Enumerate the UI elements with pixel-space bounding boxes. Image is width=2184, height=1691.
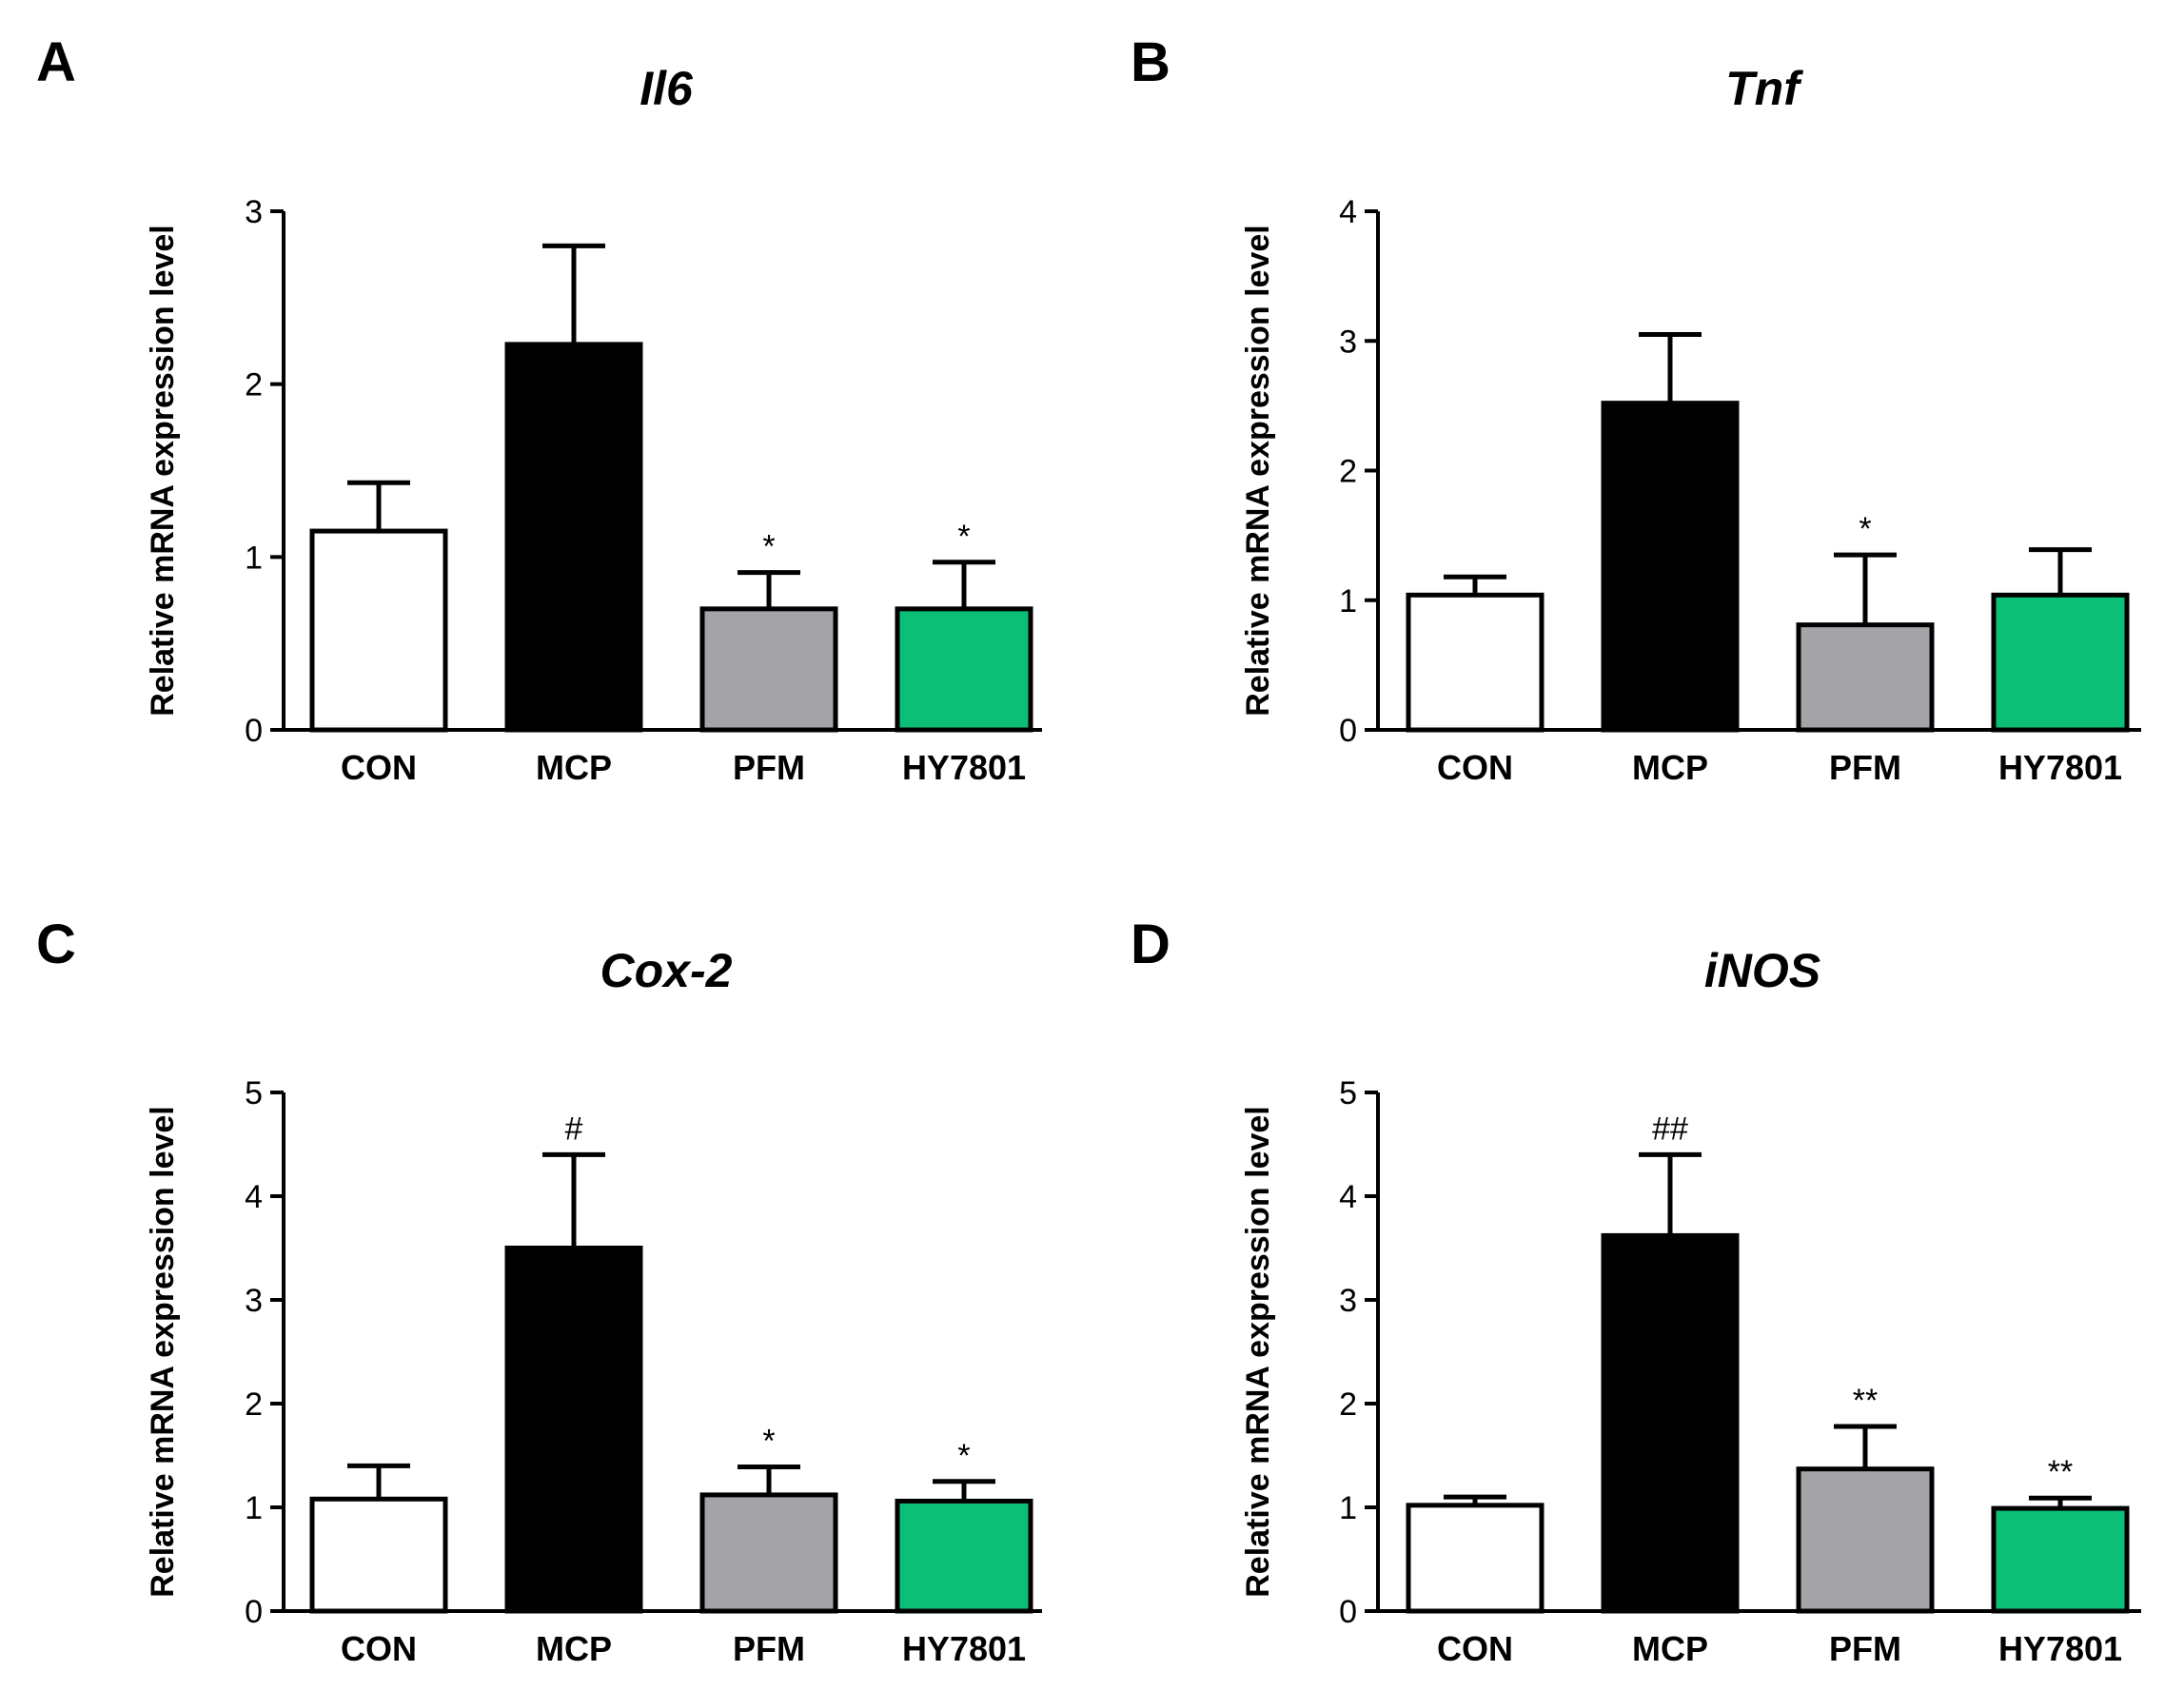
bar-con bbox=[1406, 592, 1545, 733]
x-tick-label: MCP bbox=[1632, 1629, 1708, 1668]
y-tick-label: 5 bbox=[245, 1075, 263, 1111]
y-tick-label: 2 bbox=[245, 367, 263, 403]
y-tick-label: 4 bbox=[1339, 194, 1357, 230]
y-tick-label: 0 bbox=[245, 713, 263, 749]
y-tick-label: 3 bbox=[1339, 1283, 1357, 1319]
bar-con bbox=[309, 1496, 448, 1614]
y-tick-label: 3 bbox=[245, 1283, 263, 1319]
y-tick-label: 1 bbox=[1339, 1490, 1357, 1526]
y-axis-label: Relative mRNA expression level bbox=[145, 1106, 181, 1598]
x-tick-label: PFM bbox=[1829, 748, 1901, 787]
y-axis-label: Relative mRNA expression level bbox=[1240, 1106, 1276, 1598]
bar-con bbox=[1406, 1503, 1545, 1614]
y-axis-label: Relative mRNA expression level bbox=[145, 225, 181, 717]
significance-marker: ** bbox=[2048, 1454, 2073, 1490]
x-tick-label: MCP bbox=[536, 748, 612, 787]
significance-marker: ## bbox=[1652, 1111, 1688, 1147]
significance-marker: * bbox=[957, 519, 970, 555]
x-tick-label: HY7801 bbox=[1998, 1629, 2122, 1668]
bar-hy7801 bbox=[1991, 592, 2130, 733]
bar-con bbox=[309, 528, 448, 733]
x-tick-label: PFM bbox=[1829, 1629, 1901, 1668]
y-tick-label: 1 bbox=[245, 1490, 263, 1526]
chart-title: iNOS bbox=[1704, 944, 1820, 997]
y-tick-label: 1 bbox=[245, 540, 263, 576]
significance-marker: * bbox=[1859, 511, 1871, 547]
y-tick-label: 1 bbox=[1339, 583, 1357, 619]
x-tick-label: PFM bbox=[733, 1629, 805, 1668]
significance-marker: * bbox=[762, 529, 775, 565]
x-tick-label: MCP bbox=[1632, 748, 1708, 787]
bar-mcp bbox=[504, 1246, 643, 1614]
y-tick-label: 4 bbox=[1339, 1179, 1357, 1215]
bar-pfm bbox=[699, 606, 838, 733]
bar-hy7801 bbox=[1991, 1505, 2130, 1614]
bar-pfm bbox=[699, 1492, 838, 1614]
x-tick-label: CON bbox=[341, 748, 417, 787]
chart-title: Il6 bbox=[639, 62, 694, 115]
bar-hy7801 bbox=[895, 1498, 1033, 1614]
x-tick-label: HY7801 bbox=[902, 1629, 1026, 1668]
y-tick-label: 5 bbox=[1339, 1075, 1357, 1111]
y-tick-label: 2 bbox=[245, 1386, 263, 1423]
x-tick-label: PFM bbox=[733, 748, 805, 787]
x-tick-label: HY7801 bbox=[1998, 748, 2122, 787]
x-tick-label: CON bbox=[1437, 748, 1513, 787]
x-tick-label: CON bbox=[1437, 1629, 1513, 1668]
significance-marker: # bbox=[565, 1111, 583, 1147]
bar-mcp bbox=[1601, 401, 1740, 733]
x-tick-label: MCP bbox=[536, 1629, 612, 1668]
bar-pfm bbox=[1796, 1466, 1935, 1614]
panel-letter: C bbox=[36, 914, 76, 975]
bar-pfm bbox=[1796, 622, 1935, 733]
chart-panel-c: C Cox-2 Relative mRNA expression level 0 1 2 3… bbox=[36, 914, 1042, 1668]
significance-marker: ** bbox=[1853, 1383, 1878, 1419]
y-tick-label: 0 bbox=[1339, 713, 1357, 749]
y-tick-label: 3 bbox=[1339, 324, 1357, 360]
chart-panel-a: A Il6 Relative mRNA expression level 0 1 2 3 CO… bbox=[36, 31, 1042, 787]
bar-mcp bbox=[1601, 1232, 1740, 1614]
bar-hy7801 bbox=[895, 606, 1033, 733]
y-tick-label: 2 bbox=[1339, 454, 1357, 490]
y-tick-label: 3 bbox=[245, 194, 263, 230]
panel-letter: B bbox=[1131, 31, 1171, 93]
chart-title: Cox-2 bbox=[600, 944, 733, 997]
y-tick-label: 0 bbox=[1339, 1594, 1357, 1630]
y-tick-label: 4 bbox=[245, 1179, 263, 1215]
significance-marker: * bbox=[762, 1423, 775, 1459]
panel-letter: A bbox=[36, 31, 76, 93]
chart-panel-b: B Tnf Relative mRNA expression level 0 1 2 3 4 C… bbox=[1131, 31, 2141, 787]
y-tick-label: 2 bbox=[1339, 1386, 1357, 1423]
bar-mcp bbox=[504, 342, 643, 733]
x-tick-label: HY7801 bbox=[902, 748, 1026, 787]
y-tick-label: 0 bbox=[245, 1594, 263, 1630]
panel-letter: D bbox=[1131, 914, 1171, 975]
significance-marker: * bbox=[957, 1438, 970, 1474]
x-tick-label: CON bbox=[341, 1629, 417, 1668]
chart-title: Tnf bbox=[1725, 62, 1803, 115]
y-axis-label: Relative mRNA expression level bbox=[1240, 225, 1276, 717]
